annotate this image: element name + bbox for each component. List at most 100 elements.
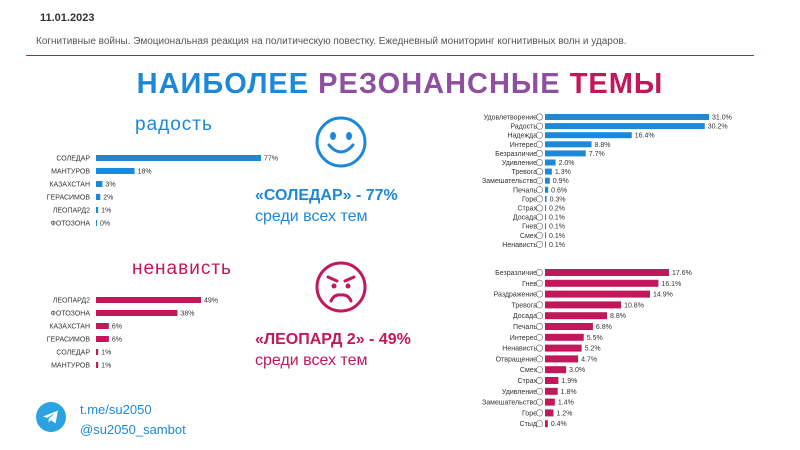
joy-emotion-label: Горе (522, 196, 537, 203)
hate-emotion-emoji-icon (535, 322, 543, 330)
hate-emotion-label: Печаль (513, 324, 537, 331)
hate-topic-label: ЛЕОПАРД2 (53, 298, 90, 305)
title-part-3: ТЕМЫ (569, 68, 664, 100)
hate-emotion-bar (545, 344, 582, 352)
joy-emotion-value: 30.2% (708, 124, 728, 131)
joy-topic-label: ГЕРАСИМОВ (47, 195, 91, 202)
joy-topic-bar (96, 155, 261, 161)
happy-face-icon (315, 116, 367, 168)
joy-emotion-bar (545, 223, 546, 230)
joy-callout: «СОЛЕДАР» - 77% среди всех тем (255, 185, 398, 227)
joy-emotion-bar (545, 123, 705, 130)
hate-topic-label: ГЕРАСИМОВ (47, 337, 91, 344)
joy-emotion-bar (545, 195, 547, 202)
hate-topic-bar (96, 323, 109, 329)
angry-face-icon (315, 261, 367, 313)
joy-emotion-bar (545, 114, 709, 120)
hate-topic-label: СОЛЕДАР (56, 350, 90, 357)
joy-section-title: радость (135, 114, 213, 135)
joy-emotion-value: 16.4% (635, 133, 655, 140)
joy-emotion-label: Замешательство (482, 178, 537, 185)
joy-emotion-value: 2.0% (559, 160, 575, 167)
hate-emotion-value: 1.2% (556, 410, 572, 417)
hate-topic-label: МАНТУРОВ (51, 363, 90, 370)
joy-emotion-value: 0.9% (553, 178, 569, 185)
joy-emotion-label: Ненависть (502, 242, 537, 249)
hate-emotion-emoji-icon (535, 290, 543, 298)
hate-emotion-label: Досада (513, 313, 537, 320)
telegram-channel-link[interactable]: t.me/su2050 (80, 402, 152, 417)
page-title: НАИБОЛЕЕ РЕЗОНАНСНЫЕ ТЕМЫ (0, 68, 800, 101)
joy-emotion-label: Удивление (502, 160, 537, 167)
joy-emotion-emoji-icon (535, 186, 543, 194)
telegram-icon[interactable] (36, 402, 66, 432)
header-divider (26, 55, 754, 56)
hate-emotion-bar (545, 269, 669, 276)
joy-emotion-value: 0.1% (549, 233, 565, 240)
joy-topic-label: КАЗАХСТАН (49, 182, 90, 189)
hate-emotion-bar (545, 355, 579, 363)
joy-emotion-bar (545, 150, 586, 157)
hate-topic-value: 6% (112, 324, 122, 331)
joy-topic-value: 0% (100, 221, 110, 228)
hate-emotion-label: Гнев (522, 281, 537, 288)
hate-emotion-label: Безразличие (495, 270, 537, 277)
hate-emotion-emoji-icon (535, 333, 543, 341)
joy-topic-value: 1% (101, 208, 111, 215)
hate-emotion-bar (545, 409, 554, 417)
joy-emotion-emoji-icon (535, 131, 543, 139)
hate-emotion-label: Замешательство (482, 400, 537, 407)
hate-emotion-value: 1.8% (561, 389, 577, 396)
hate-emotion-label: Отвращение (496, 356, 538, 363)
hate-emotion-value: 6.8% (596, 324, 612, 331)
joy-emotion-bar (545, 232, 546, 239)
joy-topic-value: 18% (138, 169, 152, 176)
hate-emotion-emoji-icon (535, 387, 543, 395)
hate-emotion-label: Смех (520, 367, 538, 374)
hate-topic-value: 1% (101, 363, 111, 370)
hate-emotion-value: 4.7% (581, 356, 597, 363)
joy-topic-value: 3% (105, 182, 115, 189)
joy-emotion-bar (545, 205, 547, 211)
joy-emotion-bar (545, 186, 549, 193)
joy-emotion-bar (545, 132, 632, 139)
hate-emotion-bar (545, 387, 558, 395)
telegram-bot-link[interactable]: @su2050_sambot (80, 422, 186, 437)
joy-emotion-emoji-icon (535, 122, 543, 130)
hate-topic-value: 6% (112, 337, 122, 344)
hate-emotion-value: 10.8% (624, 302, 644, 309)
hate-emotion-value: 5.5% (587, 335, 603, 342)
hate-emotion-value: 5.2% (585, 346, 601, 353)
hate-section-title: ненависть (132, 258, 232, 279)
hate-topic-label: ФОТОЗОНА (51, 311, 91, 318)
hate-emotion-emoji-icon (535, 366, 543, 374)
hate-emotion-emoji-icon (535, 312, 543, 320)
hate-topic-bar (96, 297, 201, 303)
hate-emotion-bar (545, 301, 622, 309)
hate-emotion-emoji-icon (535, 301, 543, 309)
hate-emotion-value: 16.1% (661, 281, 681, 288)
hate-topic-bar (96, 362, 99, 368)
joy-topic-bar (96, 168, 135, 174)
joy-emotion-label: Страх (517, 206, 537, 213)
joy-emotion-bar (545, 168, 552, 175)
joy-emotion-value: 0.6% (551, 187, 567, 194)
hate-emotion-value: 1.4% (558, 400, 574, 407)
joy-emotion-value: 0.3% (550, 196, 566, 203)
joy-emotion-value: 1.3% (555, 169, 571, 176)
joy-emotion-label: Интерес (510, 142, 538, 149)
hate-emotion-label: Ненависть (502, 346, 537, 353)
joy-emotion-emoji-icon (535, 149, 543, 157)
hate-emotion-emoji-icon (535, 398, 543, 406)
hate-topic-bar (96, 310, 178, 316)
hate-emotion-bar (545, 323, 593, 330)
joy-topic-value: 77% (264, 156, 278, 163)
hate-callout-text: среди всех тем (255, 352, 368, 369)
hate-emotion-bar (545, 420, 548, 428)
hate-emotion-bar (545, 377, 559, 384)
hate-emotion-label: Тревога (512, 302, 538, 309)
joy-emotion-bar (545, 214, 546, 221)
joy-emotion-emoji-icon (535, 168, 543, 176)
joy-emotion-emoji-icon (535, 195, 543, 203)
